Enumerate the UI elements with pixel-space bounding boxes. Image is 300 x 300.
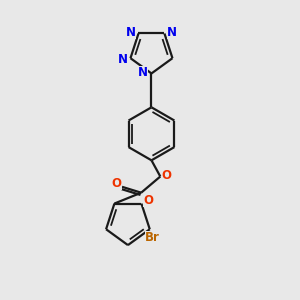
Text: Br: Br xyxy=(145,231,160,244)
Text: N: N xyxy=(138,66,148,79)
Text: N: N xyxy=(126,26,136,38)
Text: N: N xyxy=(118,53,128,66)
Text: O: O xyxy=(143,194,153,207)
Text: N: N xyxy=(167,26,177,38)
Text: O: O xyxy=(162,169,172,182)
Text: O: O xyxy=(112,177,122,190)
